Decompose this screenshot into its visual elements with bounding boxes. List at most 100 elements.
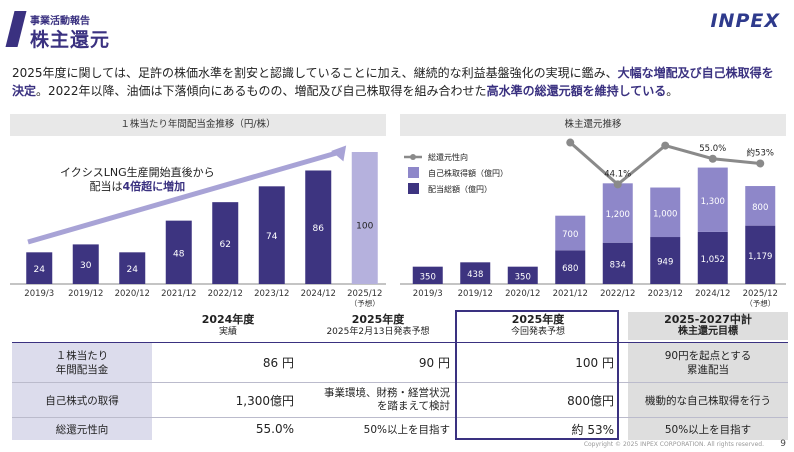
dividend-total-bar [650, 237, 681, 284]
buyback-label: 800 [752, 203, 768, 213]
buyback-label: 1,300 [701, 197, 725, 207]
x-tick-note: （予想） [745, 298, 775, 308]
x-tick-label: 2022/12 [600, 289, 635, 299]
dividend-total-label: 350 [420, 272, 436, 282]
page-title: 株主還元 [30, 29, 111, 51]
dividend-bar [351, 152, 378, 284]
dividend-total-bar [507, 266, 538, 284]
x-tick-label: 2021/12 [553, 289, 588, 299]
col-header-sub: 株主還元目標 [678, 326, 738, 337]
annotation-line-2: 配当は4倍超に増加 [60, 180, 215, 194]
copyright: Copyright © 2025 INPEX CORPORATION. All … [583, 441, 764, 448]
header-accent-bar [5, 11, 27, 47]
buyback-bar [745, 186, 776, 226]
buyback-bar [602, 183, 633, 243]
return-policy-table: 2024年度 実績 2025年度 2025年2月13日発表予想 2025年度 今… [12, 310, 788, 442]
x-tick-label: 2024/12 [301, 289, 336, 299]
dividend-value-label: 86 [313, 224, 325, 234]
col-header: 2025年度 2025年2月13日発表予想 [300, 312, 456, 340]
row-label: １株当たり 年間配当金 [12, 343, 152, 382]
cell-target: 機動的な自己株取得を行う [628, 383, 788, 417]
shareholder-return-chart-header: 株主還元推移 [400, 114, 786, 136]
section-label: 事業活動報告 [30, 16, 90, 27]
cell-2024-actual: 86 円 [262, 356, 294, 370]
buyback-label: 1,200 [606, 210, 630, 220]
cell-line: を踏まえて検討 [377, 400, 450, 412]
cell-target-line: 90円を起点とする [664, 349, 752, 362]
dividend-chart-annotation: イクシスLNG生産開始直後から 配当は4倍超に増加 [60, 166, 215, 194]
col-header-highlight: 2025年度 今回発表予想 [456, 312, 620, 340]
dividend-value-label: 48 [173, 249, 185, 259]
company-logo: INPEX [710, 10, 780, 32]
col-header-sub: 今回発表予想 [510, 327, 565, 337]
payout-ratio-label: 44.1% [604, 169, 631, 179]
dividend-bar [305, 170, 332, 284]
x-tick-label: 2019/12 [458, 289, 493, 299]
cell-2025-current: 800億円 [567, 393, 614, 408]
intro-text: 。2022年以降、油価は下落傾向にあるものの、増配及び自己株取得を組み合わせた [36, 84, 487, 98]
dividend-total-label: 949 [657, 258, 673, 268]
payout-ratio-label: 60.6% [652, 138, 679, 141]
dividend-total-bar [697, 231, 728, 284]
intro-highlight: 大幅な増配及び自己株取得を [617, 66, 774, 80]
dividend-total-bar [555, 250, 586, 284]
cell-2025-feb: 90 円 [418, 356, 450, 370]
payout-ratio-point [661, 141, 670, 150]
payout-ratio-point [566, 138, 575, 147]
cell-2024-actual: 1,300億円 [235, 393, 294, 408]
shareholder-return-chart: 350 2019/3 438 2019/12 350 2020/12 680 700 2021/… [400, 138, 786, 308]
col-header: 2024年度 実績 [156, 312, 300, 340]
x-tick-label: 2022/12 [208, 289, 243, 299]
row-label: 総還元性向 [12, 418, 152, 440]
dividend-chart-title: １株当たり年間配当金推移（円/株） [120, 119, 276, 130]
dividend-total-bar [602, 242, 633, 284]
col-header-sub: 2025年2月13日発表予想 [326, 327, 430, 337]
legend-label: 自己株取得額（億円） [428, 168, 508, 178]
payout-ratio-point [756, 159, 765, 168]
row-divider [12, 417, 788, 418]
page-number: 9 [780, 439, 786, 449]
dividend-total-bar [745, 225, 776, 284]
buyback-label: 700 [562, 230, 578, 240]
intro-highlight: 高水準の総還元額を維持している [486, 84, 667, 98]
row-label: 自己株式の取得 [12, 383, 152, 417]
dividend-value-label: 74 [266, 232, 278, 242]
dividend-total-label: 680 [562, 264, 578, 274]
cell-2025-feb: 50%以上を目指す [363, 423, 450, 436]
cell-line: 事業環境、財務・経営状況 [324, 387, 450, 399]
trend-arrow-head [331, 145, 347, 162]
cell-2024-actual: 55.0% [255, 422, 294, 436]
buyback-bar [650, 187, 681, 238]
dividend-chart-header: １株当たり年間配当金推移（円/株） [10, 114, 386, 136]
row-divider [12, 342, 788, 343]
dividend-value-label: 62 [220, 240, 231, 250]
x-tick-label: 2023/12 [254, 289, 289, 299]
x-tick-label: 2025/12 [743, 289, 778, 299]
dividend-value-label: 100 [356, 222, 373, 232]
row-divider [12, 382, 788, 383]
col-header-title: 2025年度 [511, 313, 565, 326]
x-tick-label: 2023/12 [648, 289, 683, 299]
buyback-bar [555, 215, 586, 251]
dividend-chart: 24 2019/3 30 2019/12 24 2020/12 48 2021/12 62 202… [10, 145, 386, 308]
dividend-bar [258, 186, 285, 284]
payout-ratio-point [613, 180, 622, 189]
cell-2025-feb: 事業環境、財務・経営状況 を踏まえて検討 [300, 383, 456, 417]
x-tick-label: 2025/12 [347, 289, 382, 299]
buyback-label: 1,000 [653, 209, 677, 219]
dividend-value-label: 24 [127, 265, 139, 275]
trend-arrow-shaft [27, 149, 341, 245]
x-tick-label: 2019/12 [68, 289, 103, 299]
legend-label: 総還元性向 [428, 152, 468, 162]
row-label-line: 年間配当金 [55, 363, 109, 376]
annotation-highlight: 4倍超に増加 [122, 180, 186, 193]
dividend-total-label: 350 [515, 272, 531, 282]
intro-text: 2025年度に関しては、足許の株価水準を割安と認識していることに加え、継続的な利… [12, 66, 618, 80]
buyback-bar [697, 167, 728, 232]
dividend-total-bar [460, 262, 491, 284]
col-header-target: 2025-2027中計 株主還元目標 [628, 312, 788, 340]
cell-target: 50%以上を目指す [628, 418, 788, 440]
x-tick-label: 2021/12 [161, 289, 196, 299]
dividend-bar [165, 220, 192, 284]
x-tick-label: 2020/12 [505, 289, 540, 299]
